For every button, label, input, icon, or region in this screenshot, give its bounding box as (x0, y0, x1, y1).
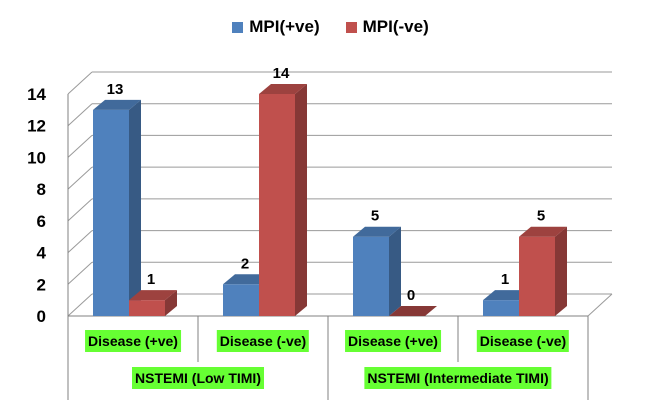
bar-side (555, 226, 567, 316)
y-tick-label: 6 (37, 212, 46, 231)
data-label: 5 (537, 208, 545, 225)
bar-front (259, 94, 295, 316)
floor-edge (587, 293, 613, 317)
grid-diagonal (67, 293, 93, 317)
grid-diagonal (67, 198, 93, 222)
bar-front (129, 300, 165, 316)
bar-top (129, 290, 177, 301)
legend-swatch-red (345, 21, 357, 33)
category-label: Disease (+ve) (85, 330, 181, 352)
category-label: Disease (-ve) (476, 330, 570, 352)
group-label: NSTEMI (Low TIMI) (132, 367, 264, 389)
bar-top (93, 99, 141, 110)
y-tick-label: 12 (27, 117, 46, 136)
legend-label: MPI(+ve) (249, 17, 320, 36)
legend: MPI(+ve) MPI(-ve) (0, 14, 661, 40)
data-label: 1 (501, 271, 509, 288)
data-label: 0 (407, 287, 415, 304)
grid-diagonal (67, 261, 93, 285)
data-label: 1 (147, 271, 155, 288)
bar-side (295, 84, 307, 316)
grid-diagonal (67, 103, 93, 127)
grid-diagonal (67, 135, 93, 158)
legend-item-mpi-negative: MPI(-ve) (345, 17, 429, 37)
data-label: 14 (273, 65, 290, 82)
bar-front (353, 236, 389, 316)
y-tick-label: 0 (37, 307, 46, 326)
y-tick-label: 10 (27, 148, 46, 167)
legend-item-mpi-positive: MPI(+ve) (232, 17, 320, 37)
grid-diagonal (67, 230, 93, 253)
legend-swatch-blue (232, 21, 244, 33)
bar-top (259, 84, 307, 94)
grid-diagonal (67, 71, 93, 95)
bar-front (223, 284, 259, 316)
data-label: 2 (241, 255, 249, 272)
group-label: NSTEMI (Intermediate TIMI) (364, 367, 552, 389)
bar-front (519, 236, 555, 316)
bar-front (93, 109, 129, 316)
category-label: Disease (+ve) (345, 330, 441, 352)
data-label: 5 (371, 208, 379, 225)
y-tick-label: 8 (37, 180, 46, 199)
legend-label: MPI(-ve) (362, 17, 429, 36)
bar-front (483, 300, 519, 316)
bar-zero (389, 306, 437, 316)
category-label: Disease (-ve) (216, 330, 310, 352)
bar-side (129, 99, 141, 316)
y-tick-label: 14 (27, 85, 46, 104)
bar-top (353, 226, 401, 237)
y-tick-label: 2 (37, 275, 46, 294)
data-label: 13 (107, 81, 124, 98)
grid-diagonal (67, 166, 93, 190)
y-tick-label: 4 (37, 244, 47, 263)
bar-side (165, 290, 177, 316)
bar-side (389, 226, 401, 316)
bar-top (519, 226, 567, 237)
